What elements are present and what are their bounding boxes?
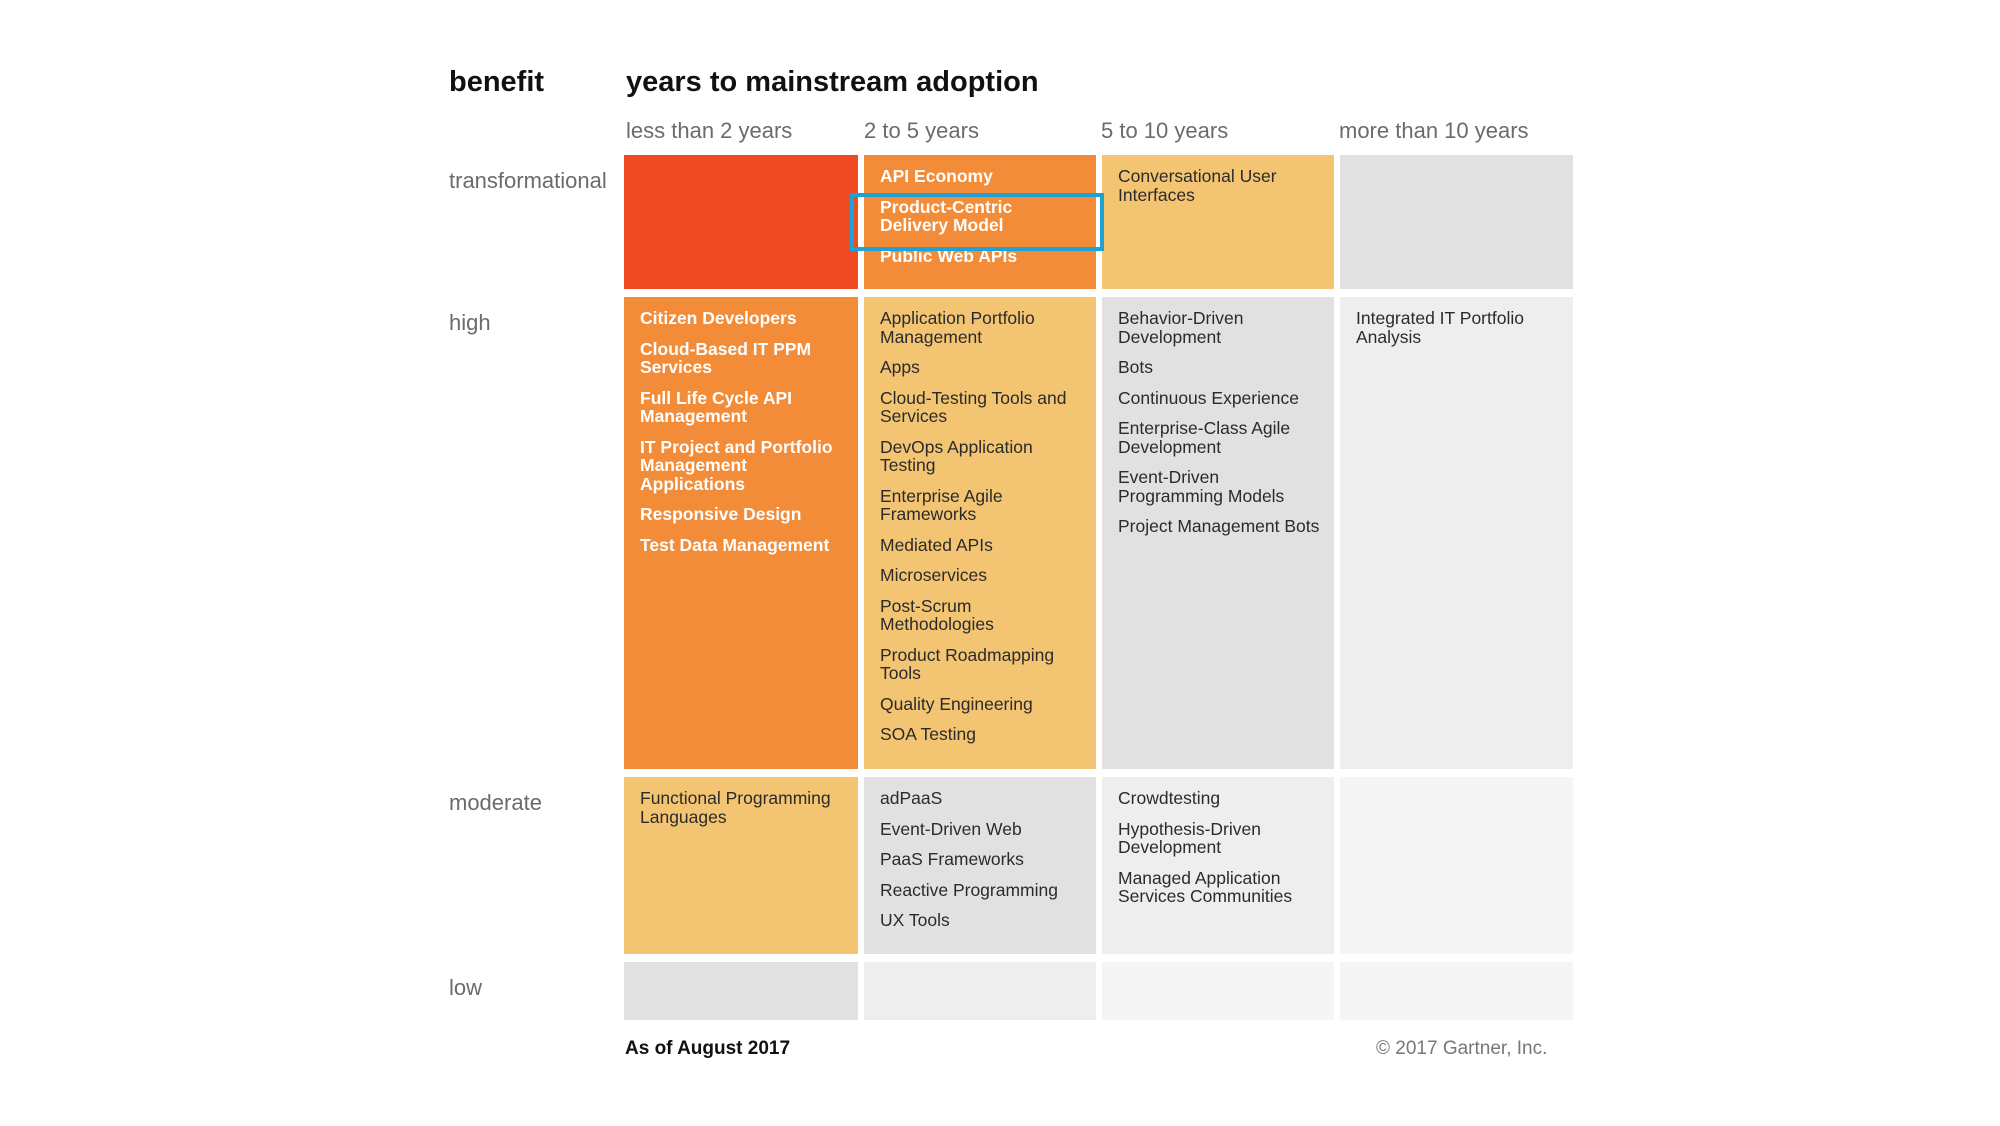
cell-high-less-than-2: Citizen Developers Cloud-Based IT PPM Ser… (624, 297, 858, 769)
technology-item: API Economy (880, 166, 993, 186)
cell-transformational-2-to-5: API Economy Product-Centric Delivery Mode… (864, 155, 1096, 289)
technology-item: Behavior-Driven Development (1118, 308, 1244, 347)
technology-item: Reactive Programming (880, 879, 1058, 900)
technology-item: Citizen Developers (640, 308, 797, 328)
cell-low-more-than-10 (1340, 962, 1573, 1020)
technology-item: Functional Programming Languages (640, 788, 831, 827)
benefit-header: benefit (449, 66, 545, 98)
technology-item: SOA Testing (880, 724, 976, 744)
technology-item: Responsive Design (640, 504, 802, 524)
cell-transformational-more-than-10 (1340, 155, 1573, 289)
technology-item: Microservices (880, 565, 987, 585)
technology-item: Test Data Management (640, 534, 830, 555)
cell-transformational-5-to-10: Conversational User Interfaces (1102, 155, 1334, 289)
cell-moderate-5-to-10: Crowdtesting Hypothesis-Driven Developmen… (1102, 777, 1334, 954)
column-label-5-to-10-years: 5 to 10 years (1101, 118, 1229, 143)
technology-item: Hypothesis-Driven Development (1118, 818, 1261, 857)
cell-high-5-to-10: Behavior-Driven Development Bots Continuou… (1102, 297, 1334, 769)
technology-item: Enterprise Agile Frameworks (880, 485, 1003, 524)
technology-item: Full Life Cycle API Management (640, 387, 793, 426)
technology-item: Event-Driven Web (880, 818, 1022, 839)
cell-low-less-than-2 (624, 962, 858, 1020)
technology-item: Apps (880, 357, 920, 377)
technology-item: Crowdtesting (1118, 788, 1221, 808)
technology-item: adPaaS (880, 788, 943, 808)
technology-item: DevOps Application Testing (880, 436, 1033, 475)
technology-item: Application Portfolio Management (880, 308, 1035, 347)
technology-item: Integrated IT Portfolio Analysis (1356, 308, 1524, 347)
technology-item: Project Management Bots (1118, 516, 1320, 536)
technology-item: Cloud-Based IT PPM Services (640, 338, 812, 377)
technology-item: Event-Driven Programming Models (1118, 467, 1285, 506)
cell-moderate-less-than-2: Functional Programming Languages (624, 777, 858, 954)
technology-item: Enterprise-Class Agile Development (1118, 418, 1291, 457)
highlight-box (850, 193, 1104, 251)
row-label-low: low (449, 975, 483, 1000)
cell-moderate-more-than-10 (1340, 777, 1573, 954)
row-label-transformational: transformational (449, 168, 607, 193)
cell-high-2-to-5: Application Portfolio Management Apps Clou… (864, 297, 1096, 769)
cell-low-2-to-5 (864, 962, 1096, 1020)
row-label-high: high (449, 310, 491, 335)
years-header: years to mainstream adoption (626, 66, 1039, 98)
technology-item: Conversational User Interfaces (1118, 166, 1277, 205)
cell-moderate-2-to-5: adPaaS Event-Driven Web PaaS Frameworks Rea… (864, 777, 1096, 954)
cell-low-5-to-10 (1102, 962, 1334, 1020)
technology-item: Mediated APIs (880, 534, 993, 555)
technology-item: Product Roadmapping Tools (880, 644, 1055, 683)
technology-item: Cloud-Testing Tools and Services (880, 387, 1067, 426)
cell-high-more-than-10: Integrated IT Portfolio Analysis (1340, 297, 1573, 769)
technology-item: Bots (1118, 357, 1154, 377)
row-label-moderate: moderate (449, 790, 542, 815)
column-label-more-than-10-years: more than 10 years (1339, 118, 1529, 143)
technology-item: PaaS Frameworks (880, 849, 1024, 869)
column-label-2-to-5-years: 2 to 5 years (864, 118, 979, 143)
technology-item: UX Tools (880, 910, 950, 930)
technology-item: IT Project and Portfolio Management Appl… (640, 436, 833, 494)
technology-item: Quality Engineering (880, 693, 1033, 714)
cell-transformational-less-than-2 (624, 155, 858, 289)
technology-item: Product-Centric Delivery Model (880, 196, 1013, 235)
copyright: © 2017 Gartner, Inc. (1376, 1038, 1548, 1059)
column-label-less-than-2-years: less than 2 years (626, 118, 793, 143)
technology-item: Post-Scrum Methodologies (880, 595, 994, 634)
as-of-date: As of August 2017 (625, 1038, 791, 1059)
technology-item: Continuous Experience (1118, 387, 1299, 408)
technology-item: Managed Application Services Communities (1118, 867, 1293, 906)
